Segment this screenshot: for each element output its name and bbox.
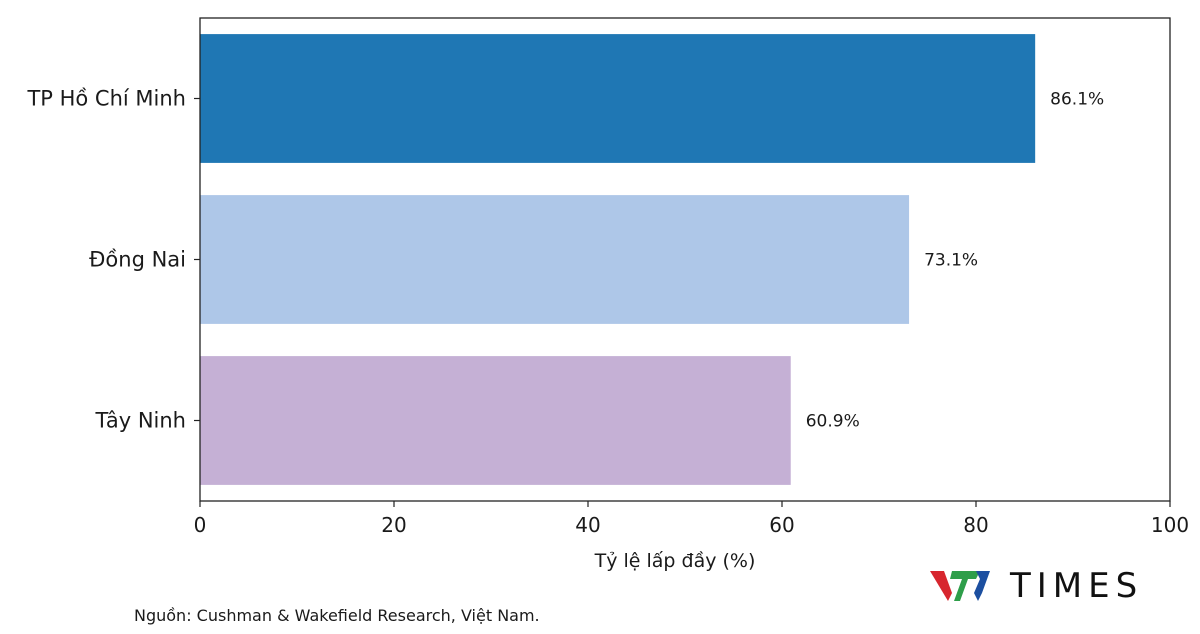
- x-tick-label: 100: [1151, 513, 1189, 537]
- x-tick-label: 40: [575, 513, 600, 537]
- category-label: TP Hồ Chí Minh: [26, 87, 186, 111]
- source-note: Nguồn: Cushman & Wakefield Research, Việ…: [134, 606, 540, 625]
- x-ticks-group: 0 20 40 60 80 100: [194, 501, 1189, 537]
- x-tick-label: 0: [194, 513, 207, 537]
- vtv-times-logo: TIMES: [930, 566, 1143, 606]
- logo-times-text: TIMES: [1010, 566, 1144, 606]
- category-label: Tây Ninh: [94, 409, 186, 433]
- plot-frame: [199, 17, 1171, 502]
- bar-value-label: 60.9%: [806, 412, 860, 432]
- bar-value-label: 86.1%: [1050, 90, 1104, 110]
- category-labels-group: TP Hồ Chí Minh Đồng Nai Tây Ninh: [26, 87, 200, 433]
- logo-v-blue: [974, 571, 990, 601]
- bar-value-label: 73.1%: [924, 251, 978, 271]
- bars-group: [200, 34, 1036, 485]
- bar-1: [200, 195, 910, 324]
- x-tick-label: 60: [769, 513, 794, 537]
- x-tick-label: 80: [963, 513, 988, 537]
- bar-2: [200, 356, 791, 485]
- x-axis-title: Tỷ lệ lấp đầy (%): [594, 550, 756, 572]
- logo-t-green: [950, 571, 980, 601]
- bar-0: [200, 34, 1036, 163]
- category-label: Đồng Nai: [89, 248, 186, 272]
- x-tick-label: 20: [381, 513, 406, 537]
- vtv-logo-mark: [930, 571, 990, 601]
- data-labels-group: 86.1% 73.1% 60.9%: [806, 90, 1104, 432]
- logo-v-red: [930, 571, 952, 601]
